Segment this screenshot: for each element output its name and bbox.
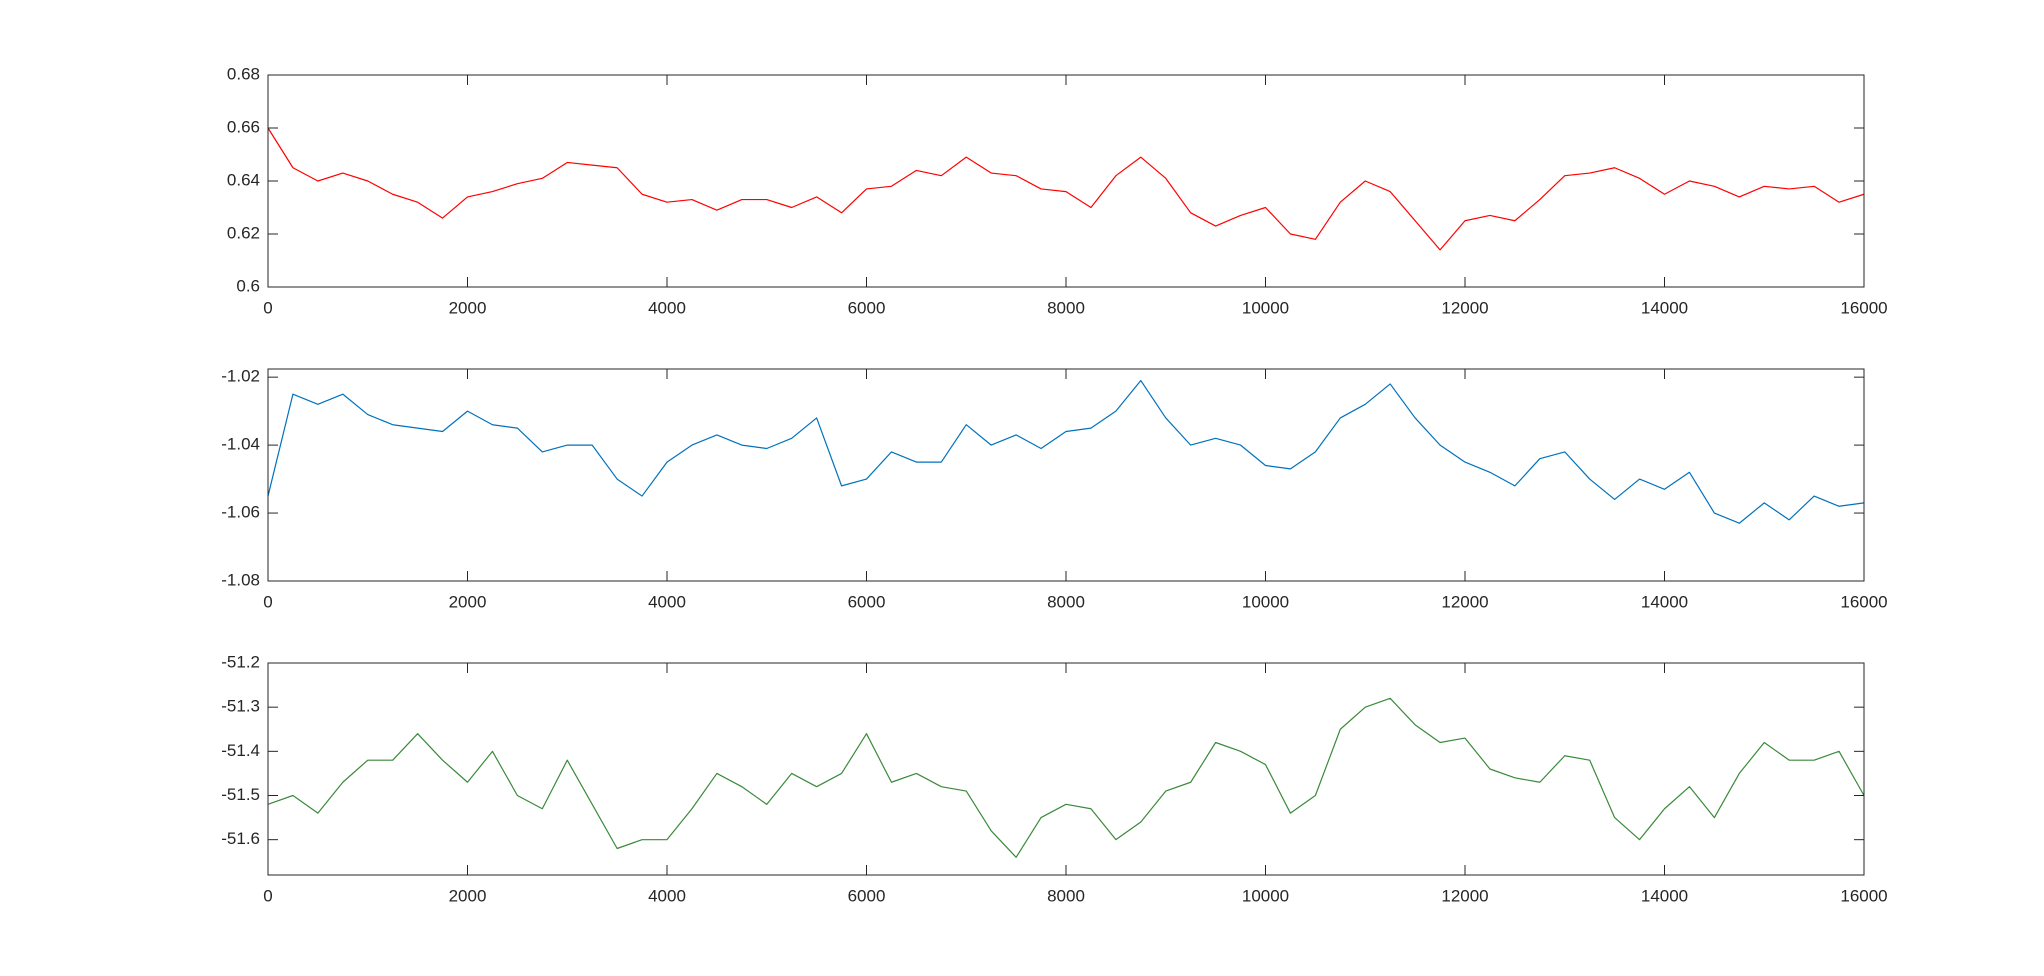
x-tick-label: 8000 <box>1047 592 1085 611</box>
y-tick-label: -51.6 <box>221 829 260 848</box>
x-tick-label: 0 <box>263 592 272 611</box>
y-tick-label: -1.08 <box>221 570 260 589</box>
y-tick-label: 0.62 <box>227 223 260 242</box>
data-line <box>267 127 1865 251</box>
x-tick-label: 12000 <box>1441 592 1488 611</box>
data-line <box>267 379 1865 524</box>
x-tick-label: 12000 <box>1441 886 1488 905</box>
x-tick-label: 14000 <box>1641 592 1688 611</box>
axes-background <box>268 663 1864 875</box>
x-tick-label: 14000 <box>1641 298 1688 317</box>
x-tick-label: 4000 <box>648 592 686 611</box>
x-tick-label: 2000 <box>449 886 487 905</box>
x-tick-label: 16000 <box>1840 298 1887 317</box>
x-tick-label: 6000 <box>848 592 886 611</box>
x-tick-label: 10000 <box>1242 886 1289 905</box>
x-tick-label: 12000 <box>1441 298 1488 317</box>
axes-background <box>268 75 1864 287</box>
y-tick-label: 0.6 <box>236 276 260 295</box>
x-tick-label: 4000 <box>648 886 686 905</box>
y-tick-label: 0.64 <box>227 170 260 189</box>
x-tick-label: 16000 <box>1840 886 1887 905</box>
y-tick-label: -51.2 <box>221 652 260 671</box>
axes-box <box>267 662 1865 876</box>
x-tick-label: 0 <box>263 298 272 317</box>
data-line <box>267 697 1865 858</box>
y-tick-label: -51.4 <box>221 741 260 760</box>
x-tick-label: 2000 <box>449 298 487 317</box>
x-tick-label: 4000 <box>648 298 686 317</box>
x-tick-label: 16000 <box>1840 592 1887 611</box>
x-tick-label: 6000 <box>848 298 886 317</box>
x-tick-label: 0 <box>263 886 272 905</box>
x-tick-label: 14000 <box>1641 886 1688 905</box>
axes-box <box>267 74 1865 288</box>
x-tick-label: 10000 <box>1242 592 1289 611</box>
y-tick-label: -1.06 <box>221 503 260 522</box>
x-tick-label: 8000 <box>1047 298 1085 317</box>
y-tick-label: 0.68 <box>227 64 260 83</box>
x-tick-label: 8000 <box>1047 886 1085 905</box>
x-tick-label: 2000 <box>449 592 487 611</box>
x-tick-label: 10000 <box>1242 298 1289 317</box>
axes-box <box>267 368 1865 582</box>
y-tick-label: 0.66 <box>227 117 260 136</box>
y-tick-label: -1.02 <box>221 367 260 386</box>
y-tick-label: -51.5 <box>221 785 260 804</box>
y-tick-label: -51.3 <box>221 697 260 716</box>
x-tick-label: 6000 <box>848 886 886 905</box>
y-tick-label: -1.04 <box>221 435 260 454</box>
axes-background <box>268 369 1864 581</box>
